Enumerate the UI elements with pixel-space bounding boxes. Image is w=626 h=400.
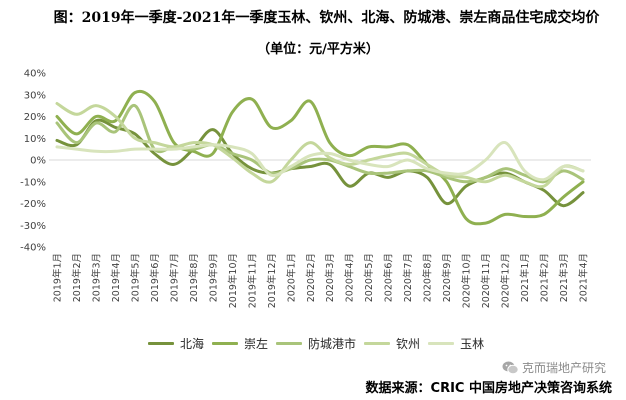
x-tick-label: 2021年1月 [519,253,531,302]
x-tick-label: 2020年7月 [402,253,414,302]
x-tick-label: 2020年12月 [500,253,512,308]
y-tick-label: -40% [20,243,46,254]
legend-label: 崇左 [244,337,269,351]
legend-label: 钦州 [396,337,421,351]
x-tick-label: 2019年11月 [246,253,258,308]
x-tick-label: 2020年5月 [363,253,375,302]
legend-item: 北海 [148,335,204,352]
x-tick-label: 2021年3月 [558,253,570,302]
data-source-note: 数据来源：CRIC 中国房地产决策咨询系统 [365,381,612,396]
x-tick-label: 2020年9月 [441,253,453,302]
legend-item: 钦州 [364,335,420,352]
legend-swatch [212,342,239,345]
watermark: 克而瑞地产研究 [502,359,606,376]
y-tick-label: -10% [20,177,46,188]
legend-label: 北海 [180,337,205,351]
legend-swatch [428,342,455,345]
y-tick-label: -20% [20,199,46,210]
x-tick-label: 2019年3月 [91,253,103,302]
x-tick-label: 2020年4月 [344,253,356,302]
legend-item: 防城港市 [276,335,356,352]
legend-swatch [364,342,391,345]
x-tick-label: 2019年6月 [149,253,161,302]
y-tick-label: -30% [20,221,46,232]
series-line-4 [55,102,585,189]
y-tick-label: 10% [24,134,46,145]
watermark-text: 克而瑞地产研究 [522,361,607,375]
x-tick-label: 2019年12月 [266,253,278,308]
x-tick-label: 2020年2月 [305,253,317,302]
x-tick-label: 2020年8月 [422,253,434,302]
x-tick-label: 2019年7月 [168,253,180,302]
x-tick-label: 2019年5月 [129,253,141,302]
series-line-3 [55,104,585,184]
legend-label: 玉林 [460,337,485,351]
x-tick-label: 2019年8月 [188,253,200,302]
y-tick-label: 40% [24,69,46,80]
x-tick-label: 2019年2月 [71,253,83,302]
legend-label: 防城港市 [308,337,357,351]
x-tick-label: 2021年2月 [539,253,551,302]
y-tick-label: 30% [24,90,46,101]
legend-swatch [148,342,174,345]
wechat-icon [502,361,519,374]
legend-swatch [276,342,303,345]
x-tick-label: 2021年4月 [578,253,590,302]
x-tick-label: 2019年4月 [110,253,122,302]
x-tick-label: 2019年9月 [207,253,219,302]
line-chart: 40% 30% 20% 10% 0% -10% -20% -30% -40% 2019年1月 201… [20,69,591,308]
series-line-2 [55,89,585,226]
chart-title: 图：2019年一季度-2021年一季度玉林、钦州、北海、防城港、崇左商品住宅成交… [53,10,600,26]
y-tick-label: 0% [30,156,46,167]
y-tick-label: 20% [24,112,46,123]
x-tick-label: 2020年10月 [461,253,473,308]
x-tick-label: 2020年3月 [324,253,336,302]
x-tick-label: 2020年6月 [383,253,395,302]
series-line-5 [55,141,585,182]
legend-item: 崇左 [212,335,268,352]
chart-subtitle: （单位：元/平方米） [257,42,379,57]
x-tick-label: 2020年11月 [480,253,492,308]
legend-item: 玉林 [428,335,484,352]
x-tick-label: 2019年1月 [52,253,64,302]
x-tick-label: 2020年1月 [285,253,297,302]
x-tick-label: 2019年10月 [227,253,239,308]
series-line-1 [55,118,585,208]
chart-legend: 北海 崇左 防城港市 钦州 玉林 [148,335,484,352]
